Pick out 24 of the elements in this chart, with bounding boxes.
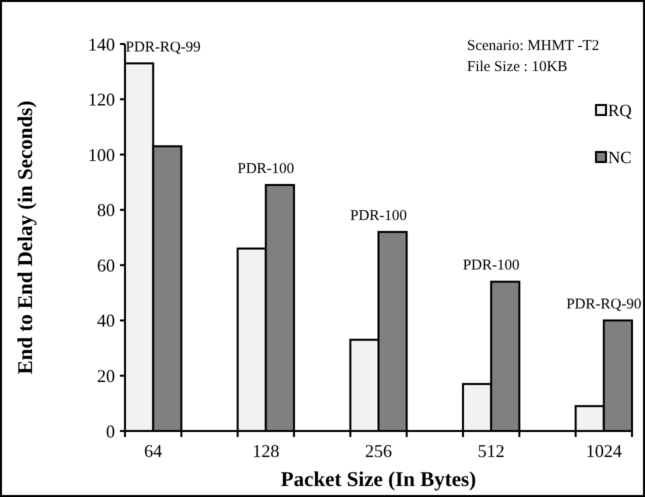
y-axis-title: End to End Delay (in Seconds) bbox=[13, 100, 37, 374]
x-tick-label: 1024 bbox=[586, 441, 622, 461]
y-tick-label: 0 bbox=[106, 421, 115, 442]
x-axis-title: Packet Size (In Bytes) bbox=[280, 467, 476, 491]
annotation: PDR-RQ-99 bbox=[126, 39, 201, 56]
x-tick-label: 128 bbox=[252, 441, 280, 461]
y-tick-label: 60 bbox=[97, 255, 115, 276]
x-tick-label: 512 bbox=[478, 441, 505, 461]
y-tick-label: 80 bbox=[97, 200, 115, 220]
y-tick-label: 40 bbox=[97, 310, 115, 331]
annotation: File Size : 10KB bbox=[467, 59, 568, 75]
x-tick-label: 256 bbox=[365, 441, 392, 461]
legend-label: NC bbox=[608, 148, 632, 167]
y-tick-label: 20 bbox=[97, 366, 115, 386]
y-tick-label: 120 bbox=[88, 90, 115, 110]
y-tick-label: 100 bbox=[88, 144, 115, 165]
x-tick-label: 64 bbox=[144, 441, 162, 461]
annotation: PDR-RQ-90 bbox=[566, 296, 642, 312]
annotation: PDR-100 bbox=[462, 258, 520, 274]
legend-label: RQ bbox=[608, 100, 632, 120]
annotation: Scenario: MHMT -T2 bbox=[467, 38, 600, 54]
y-tick-label: 140 bbox=[88, 34, 115, 54]
annotation: PDR-100 bbox=[350, 208, 407, 224]
annotation: PDR-100 bbox=[237, 160, 294, 177]
